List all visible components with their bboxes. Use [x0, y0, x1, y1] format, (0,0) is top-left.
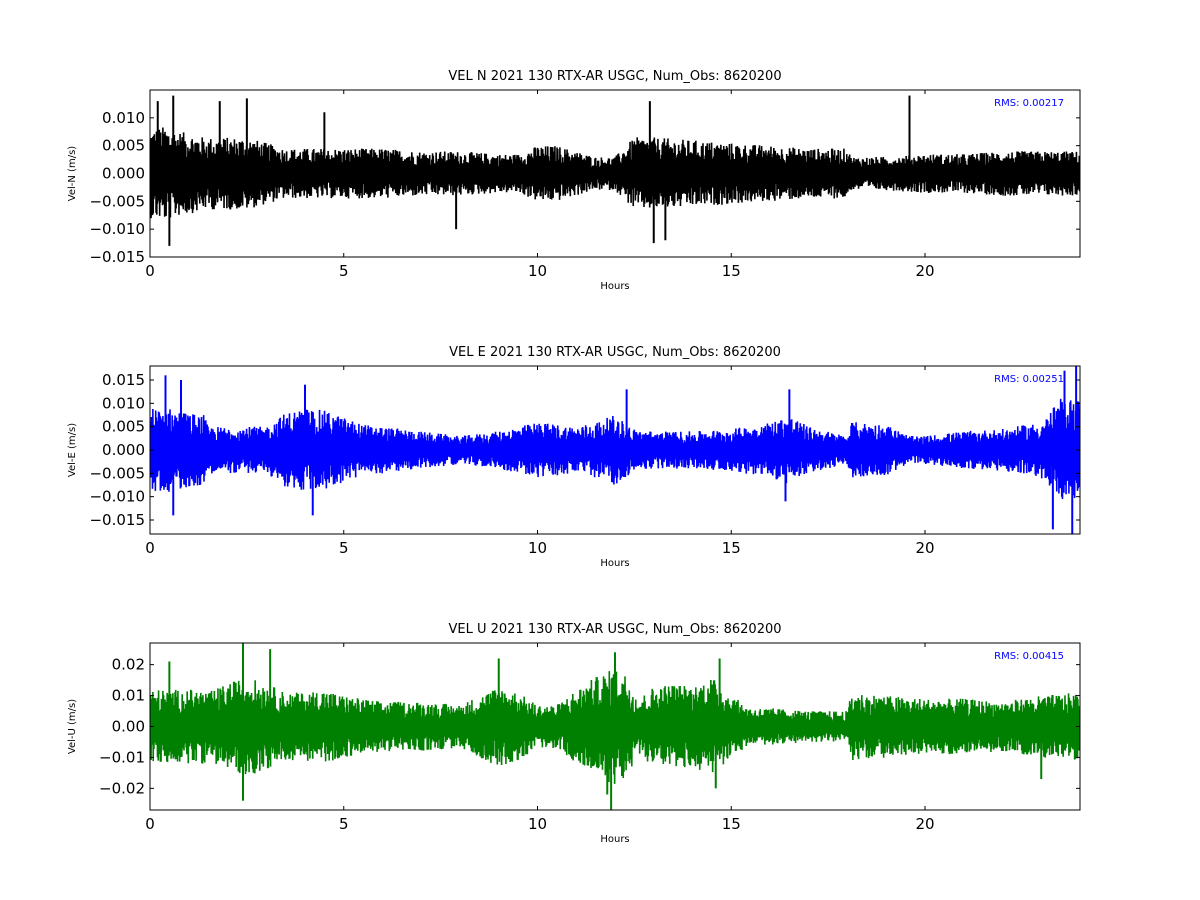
- series-line-1-1: [150, 127, 1080, 219]
- chart-title: VEL E 2021 130 RTX-AR USGC, Num_Obs: 862…: [449, 345, 781, 360]
- x-tick-label: 15: [722, 539, 741, 557]
- x-tick-label: 5: [339, 262, 349, 280]
- y-tick-label: 0.000: [102, 441, 145, 459]
- y-tick-label: 0.005: [102, 418, 145, 436]
- chart-title: VEL N 2021 130 RTX-AR USGC, Num_Obs: 862…: [448, 69, 781, 84]
- x-tick-label: 5: [339, 539, 349, 557]
- series-line-2-1: [150, 398, 1080, 500]
- x-tick-label: 0: [145, 815, 155, 833]
- y-axis-label: Vel-E (m/s): [67, 423, 78, 477]
- y-tick-label: 0.015: [102, 371, 145, 389]
- y-tick-label: 0.000: [102, 165, 145, 183]
- x-tick-label: 10: [528, 815, 547, 833]
- y-tick-label: 0.02: [112, 656, 145, 674]
- chart-panel-3: 0 5 10 15 20 −0.02 −0.01 0.00 0.01 0.02 VEL U 2021…: [67, 622, 1081, 845]
- y-tick-label: −0.005: [89, 192, 145, 210]
- x-tick-label: 20: [915, 539, 934, 557]
- rms-annotation: RMS: 0.00251: [994, 374, 1064, 385]
- y-tick-label: 0.005: [102, 137, 145, 155]
- x-tick-label: 0: [145, 539, 155, 557]
- rms-annotation: RMS: 0.00415: [994, 651, 1064, 662]
- x-tick-label: 5: [339, 815, 349, 833]
- y-tick-label: −0.015: [89, 248, 145, 266]
- y-tick-label: 0.010: [102, 109, 145, 127]
- y-axis-label: Vel-U (m/s): [67, 699, 78, 754]
- y-tick-label: −0.02: [99, 779, 145, 797]
- x-axis-label: Hours: [600, 558, 629, 569]
- x-tick-label: 15: [722, 262, 741, 280]
- x-tick-label: 0: [145, 262, 155, 280]
- chart-panel-2: 0 5 10 15 20 −0.015 −0.010 −0.005 0.000 0.005 0.01…: [67, 345, 1081, 569]
- y-tick-label: −0.010: [89, 220, 145, 238]
- x-axis-label: Hours: [600, 834, 629, 845]
- y-tick-label: −0.005: [89, 464, 145, 482]
- x-tick-label: 20: [915, 262, 934, 280]
- chart-title: VEL U 2021 130 RTX-AR USGC, Num_Obs: 862…: [448, 622, 781, 637]
- rms-annotation: RMS: 0.00217: [994, 98, 1064, 109]
- y-tick-label: −0.01: [99, 748, 145, 766]
- y-tick-label: 0.010: [102, 394, 145, 412]
- y-tick-label: −0.010: [89, 488, 145, 506]
- x-axis-label: Hours: [600, 281, 629, 292]
- x-tick-label: 20: [915, 815, 934, 833]
- chart-panel-1: 0 5 10 15 20 −0.015 −0.010 −0.005 0.000 0.005 0.01…: [67, 69, 1081, 292]
- x-tick-label: 15: [722, 815, 741, 833]
- x-tick-label: 10: [528, 539, 547, 557]
- x-tick-label: 10: [528, 262, 547, 280]
- y-tick-label: 0.01: [112, 687, 145, 705]
- y-tick-label: −0.015: [89, 511, 145, 529]
- y-tick-label: 0.00: [112, 718, 145, 736]
- y-axis-label: Vel-N (m/s): [67, 146, 78, 201]
